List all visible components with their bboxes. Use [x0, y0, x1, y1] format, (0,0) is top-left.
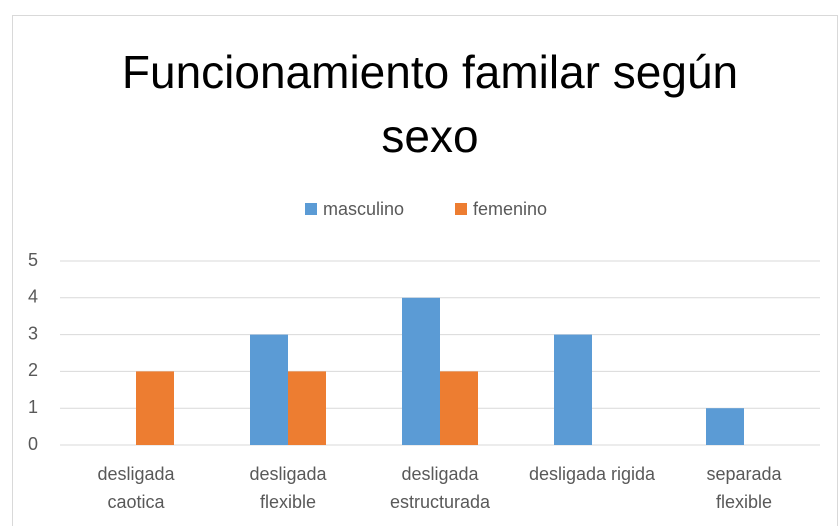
y-tick-label: 2: [28, 360, 38, 380]
x-tick-label: desligada flexible: [249, 464, 327, 512]
bar: [440, 371, 478, 445]
x-tick-label: separada flexible: [706, 464, 782, 512]
legend-swatch: [305, 203, 317, 215]
bar: [402, 297, 440, 445]
y-tick-label: 0: [28, 434, 38, 454]
bar: [250, 334, 288, 445]
x-tick-label: desligada estructurada: [389, 464, 491, 512]
legend-label: femenino: [473, 199, 547, 219]
bar: [288, 371, 326, 445]
bar: [554, 334, 592, 445]
chart-frame: [12, 15, 838, 526]
chart-title: Funcionamiento familar según sexo: [121, 46, 739, 162]
bar: [136, 371, 174, 445]
x-tick-label: desligada rigida: [528, 464, 656, 484]
bar: [706, 408, 744, 445]
x-tick-label: desligada caotica: [97, 464, 175, 512]
y-tick-label: 1: [28, 397, 38, 417]
y-tick-label: 3: [28, 323, 38, 343]
legend-swatch: [455, 203, 467, 215]
y-tick-label: 5: [28, 250, 38, 270]
legend-label: masculino: [323, 199, 404, 219]
y-tick-label: 4: [28, 287, 38, 307]
